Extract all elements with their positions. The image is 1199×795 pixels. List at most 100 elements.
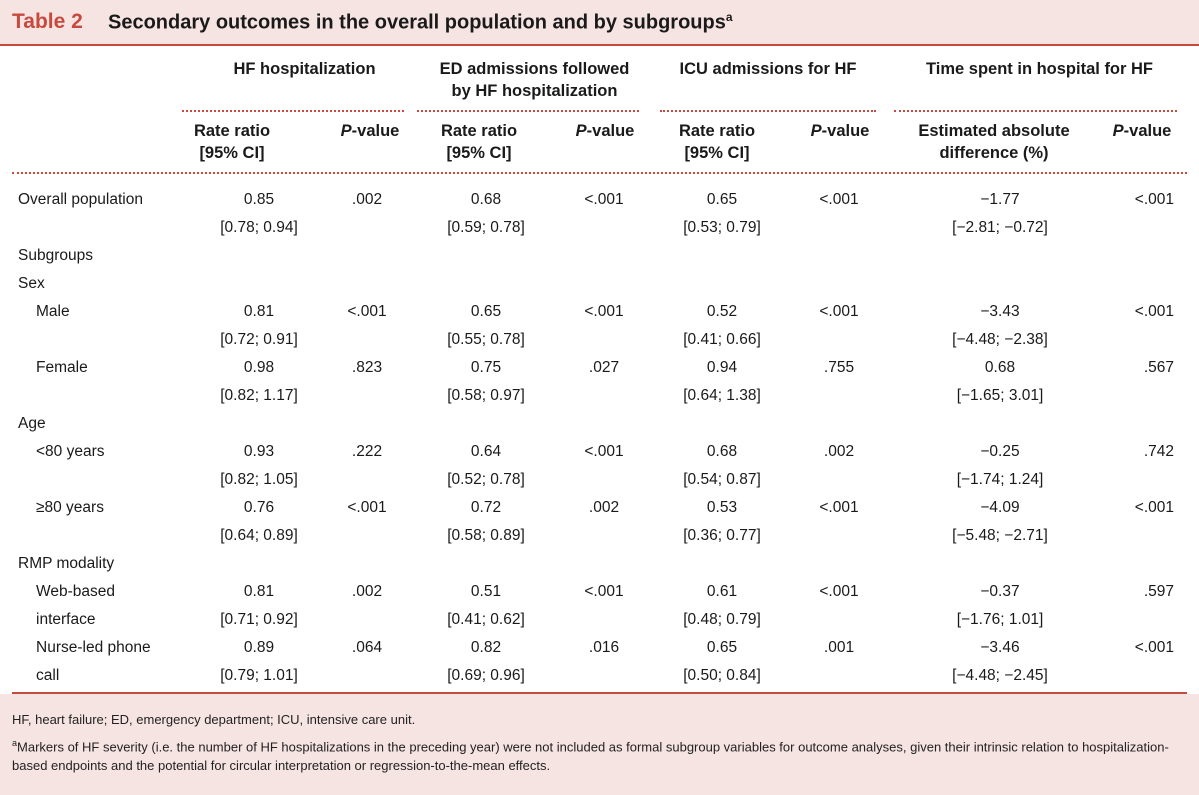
cell-t-p: <.001 [1134, 191, 1174, 208]
cell-t-p: <.001 [1134, 639, 1174, 656]
cell-icu-rr: 0.68 [706, 443, 738, 460]
cell-ed-rr: 0.68 [470, 191, 502, 208]
cell-icu-p: .755 [823, 359, 855, 376]
cell-icu-rr: 0.61 [706, 583, 738, 600]
cell-icu-ci: [0.53; 0.79] [683, 219, 761, 236]
cell-icu-p: <.001 [819, 583, 859, 600]
subheader-icu-p: P-value [800, 120, 880, 142]
row-label: ≥80 years [36, 499, 104, 516]
cell-icu-p: .001 [823, 639, 855, 656]
row-label: Overall population [18, 191, 143, 208]
cell-ed-ci: [0.55; 0.78] [447, 331, 525, 348]
section-sex: Sex [18, 275, 45, 292]
group-header-ed-line2: by HF hospitalization [451, 82, 618, 100]
section-age: Age [18, 415, 46, 432]
cell-icu-ci: [0.50; 0.84] [683, 667, 761, 684]
cell-ed-rr: 0.64 [470, 443, 502, 460]
subheader-p-italic: P [575, 122, 587, 140]
cell-ed-ci: [0.52; 0.78] [447, 471, 525, 488]
cell-t-v: −3.43 [980, 303, 1020, 320]
section-subgroups: Subgroups [18, 247, 93, 264]
subheader-icu-rr: Rate ratio [95% CI] [662, 120, 772, 164]
cell-t-p: .597 [1143, 583, 1174, 600]
cell-icu-rr: 0.52 [706, 303, 738, 320]
group-header-ed: ED admissions followed by HF hospitaliza… [417, 58, 652, 102]
cell-icu-ci: [0.41; 0.66] [683, 331, 761, 348]
subheader-ead-line2: difference (%) [939, 144, 1049, 162]
cell-t-v: −0.25 [980, 443, 1020, 460]
cell-icu-rr: 0.94 [706, 359, 738, 376]
cell-icu-p: <.001 [819, 191, 859, 208]
group-divider-hf [182, 110, 404, 112]
cell-ed-rr: 0.82 [470, 639, 502, 656]
cell-t-ci: [−4.48; −2.38] [952, 331, 1048, 348]
cell-hf-p: .222 [351, 443, 383, 460]
subheader-rr-line2: [95% CI] [684, 144, 750, 162]
cell-ed-rr: 0.51 [470, 583, 502, 600]
group-header-hf: HF hospitalization [233, 60, 376, 78]
cell-icu-ci: [0.36; 0.77] [683, 527, 761, 544]
cell-hf-rr: 0.93 [243, 443, 275, 460]
subheader-hf-p: P-value [330, 120, 410, 142]
cell-hf-p: <.001 [347, 303, 387, 320]
cell-ed-ci: [0.58; 0.97] [447, 387, 525, 404]
header-divider [12, 172, 1187, 174]
cell-t-ci: [−1.76; 1.01] [956, 611, 1044, 628]
group-divider-icu [660, 110, 876, 112]
cell-t-ci: [−4.48; −2.45] [952, 667, 1048, 684]
footnote-a: aMarkers of HF severity (i.e. the number… [12, 734, 1192, 775]
cell-t-ci: [−5.48; −2.71] [952, 527, 1048, 544]
cell-icu-p: <.001 [819, 303, 859, 320]
cell-hf-rr: 0.81 [243, 583, 275, 600]
subheader-time-p: P-value [1102, 120, 1182, 142]
cell-hf-p: .064 [351, 639, 383, 656]
cell-t-p: .567 [1143, 359, 1174, 376]
cell-hf-ci: [0.82; 1.05] [220, 471, 298, 488]
cell-ed-ci: [0.41; 0.62] [447, 611, 525, 628]
cell-ed-p: .002 [588, 499, 620, 516]
subheader-p-rest: -value [821, 122, 870, 140]
table-title-bar: Table 2 Secondary outcomes in the overal… [0, 0, 1199, 46]
cell-icu-ci: [0.54; 0.87] [683, 471, 761, 488]
cell-ed-rr: 0.65 [470, 303, 502, 320]
group-header-time: Time spent in hospital for HF [925, 60, 1154, 78]
subheader-rr-line1: Rate ratio [193, 122, 271, 140]
cell-ed-p: <.001 [584, 191, 624, 208]
subheader-time-diff: Estimated absolute difference (%) [894, 120, 1094, 164]
cell-t-p: <.001 [1134, 303, 1174, 320]
subheader-ed-rr: Rate ratio [95% CI] [424, 120, 534, 164]
cell-ed-rr: 0.75 [470, 359, 502, 376]
cell-t-ci: [−1.74; 1.24] [956, 471, 1044, 488]
cell-hf-p: .823 [351, 359, 383, 376]
group-header-ed-line1: ED admissions followed [439, 60, 630, 78]
row-label: <80 years [36, 443, 105, 460]
cell-t-v: 0.68 [984, 359, 1016, 376]
cell-icu-rr: 0.65 [706, 639, 738, 656]
cell-t-v: −1.77 [980, 191, 1020, 208]
data-table: HF hospitalization ED admissions followe… [12, 46, 1187, 694]
cell-t-v: −3.46 [980, 639, 1020, 656]
cell-icu-rr: 0.65 [706, 191, 738, 208]
cell-icu-p: <.001 [819, 499, 859, 516]
cell-hf-ci: [0.79; 1.01] [220, 667, 298, 684]
cell-hf-rr: 0.81 [243, 303, 275, 320]
cell-t-v: −4.09 [980, 499, 1020, 516]
section-rmp-modality: RMP modality [18, 555, 115, 572]
table-title: Secondary outcomes in the overall popula… [108, 10, 733, 35]
cell-ed-p: <.001 [584, 583, 624, 600]
row-label: Female [36, 359, 88, 376]
cell-icu-ci: [0.64; 1.38] [683, 387, 761, 404]
cell-hf-rr: 0.76 [243, 499, 275, 516]
cell-ed-p: .027 [588, 359, 620, 376]
cell-icu-p: .002 [823, 443, 855, 460]
cell-hf-p: <.001 [347, 499, 387, 516]
cell-hf-p: .002 [351, 583, 383, 600]
row-label-line2: call [36, 667, 60, 684]
subheader-rr-line1: Rate ratio [678, 122, 756, 140]
cell-hf-ci: [0.64; 0.89] [220, 527, 298, 544]
subheader-ed-p: P-value [565, 120, 645, 142]
subheader-rr-line1: Rate ratio [440, 122, 518, 140]
cell-icu-ci: [0.48; 0.79] [683, 611, 761, 628]
cell-hf-rr: 0.85 [243, 191, 275, 208]
